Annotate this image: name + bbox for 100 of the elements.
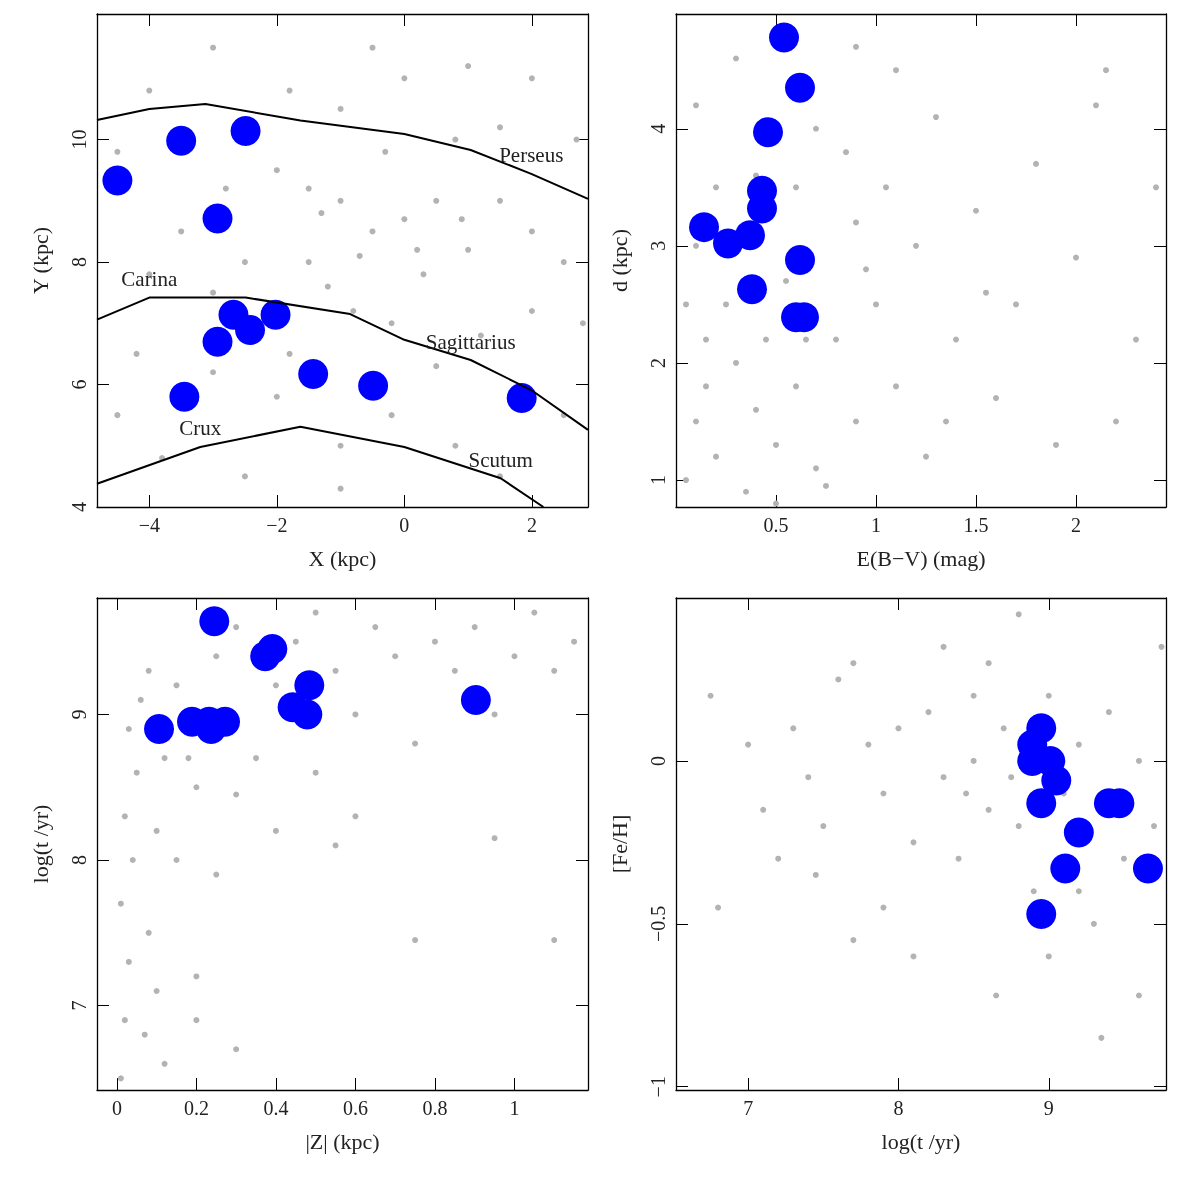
point bbox=[465, 63, 472, 70]
point bbox=[793, 383, 799, 390]
point bbox=[1150, 823, 1157, 830]
point bbox=[1075, 741, 1082, 748]
point bbox=[571, 638, 578, 645]
point bbox=[1132, 853, 1163, 884]
point bbox=[895, 725, 902, 732]
point bbox=[880, 790, 887, 797]
point bbox=[805, 774, 812, 781]
point bbox=[1113, 418, 1119, 425]
point bbox=[241, 259, 248, 266]
point bbox=[1045, 953, 1052, 960]
point bbox=[491, 711, 498, 718]
point bbox=[392, 653, 399, 660]
point bbox=[318, 210, 325, 217]
point bbox=[953, 336, 959, 343]
x-tick-label: 0.4 bbox=[263, 1097, 289, 1119]
point bbox=[970, 757, 977, 764]
point bbox=[233, 624, 240, 631]
point bbox=[114, 412, 121, 419]
point bbox=[169, 381, 200, 412]
point bbox=[769, 22, 799, 53]
point bbox=[813, 125, 819, 132]
point bbox=[703, 336, 709, 343]
point bbox=[137, 696, 144, 703]
point bbox=[973, 207, 979, 214]
point bbox=[1105, 709, 1112, 716]
point bbox=[940, 774, 947, 781]
point bbox=[145, 929, 152, 936]
y-axis-title: d (kpc) bbox=[606, 229, 632, 292]
point bbox=[820, 823, 827, 830]
point bbox=[1153, 184, 1159, 191]
point bbox=[213, 871, 220, 878]
x-tick-label: 1.5 bbox=[963, 514, 989, 536]
point bbox=[1013, 301, 1019, 308]
point bbox=[153, 988, 160, 995]
y-tick-label: −0.5 bbox=[647, 905, 669, 942]
point bbox=[893, 383, 899, 390]
point bbox=[1135, 757, 1142, 764]
point bbox=[715, 904, 722, 911]
point bbox=[356, 252, 363, 259]
point bbox=[129, 857, 136, 864]
x-axis-title: E(B−V) (mag) bbox=[856, 545, 986, 571]
point bbox=[693, 242, 699, 249]
point bbox=[312, 609, 319, 616]
point bbox=[813, 465, 819, 472]
point bbox=[210, 44, 217, 51]
x-tick-label: 0.2 bbox=[183, 1097, 209, 1119]
y-tick-label: 8 bbox=[68, 855, 90, 866]
point bbox=[785, 72, 815, 103]
point bbox=[173, 857, 180, 864]
point bbox=[853, 219, 859, 226]
point bbox=[693, 418, 699, 425]
point bbox=[1041, 765, 1072, 796]
x-tick-label: 2 bbox=[526, 514, 537, 536]
point bbox=[763, 336, 769, 343]
point bbox=[235, 315, 266, 345]
point bbox=[528, 228, 535, 235]
point bbox=[497, 197, 503, 204]
point bbox=[117, 900, 124, 907]
point bbox=[850, 660, 857, 667]
point bbox=[528, 75, 535, 82]
point bbox=[963, 790, 970, 797]
point bbox=[292, 638, 299, 645]
point bbox=[760, 806, 767, 813]
annotation: Scutum bbox=[468, 447, 533, 472]
point bbox=[352, 711, 359, 718]
point bbox=[528, 308, 535, 315]
point bbox=[257, 633, 288, 664]
point bbox=[683, 301, 689, 308]
point bbox=[222, 185, 229, 192]
point bbox=[910, 953, 917, 960]
point bbox=[723, 301, 729, 308]
point bbox=[213, 653, 220, 660]
point bbox=[790, 725, 797, 732]
point bbox=[241, 473, 248, 480]
point bbox=[773, 441, 779, 448]
point bbox=[925, 709, 932, 716]
point bbox=[940, 643, 947, 650]
point bbox=[458, 216, 465, 223]
x-tick-label: 0.6 bbox=[342, 1097, 368, 1119]
point bbox=[850, 937, 857, 944]
point bbox=[823, 482, 829, 489]
point bbox=[199, 606, 230, 637]
x-tick-label: 1 bbox=[871, 514, 881, 536]
point bbox=[372, 624, 379, 631]
x-tick-label: −2 bbox=[266, 514, 288, 536]
x-tick-label: 0 bbox=[111, 1097, 122, 1119]
point bbox=[286, 350, 293, 357]
point bbox=[970, 692, 977, 699]
point bbox=[230, 115, 261, 146]
point bbox=[202, 203, 233, 234]
point bbox=[1073, 254, 1079, 261]
point bbox=[452, 136, 459, 143]
point bbox=[337, 197, 344, 204]
point bbox=[775, 855, 782, 862]
point bbox=[551, 667, 558, 674]
point bbox=[153, 827, 160, 834]
point bbox=[337, 442, 344, 449]
point bbox=[352, 813, 359, 820]
